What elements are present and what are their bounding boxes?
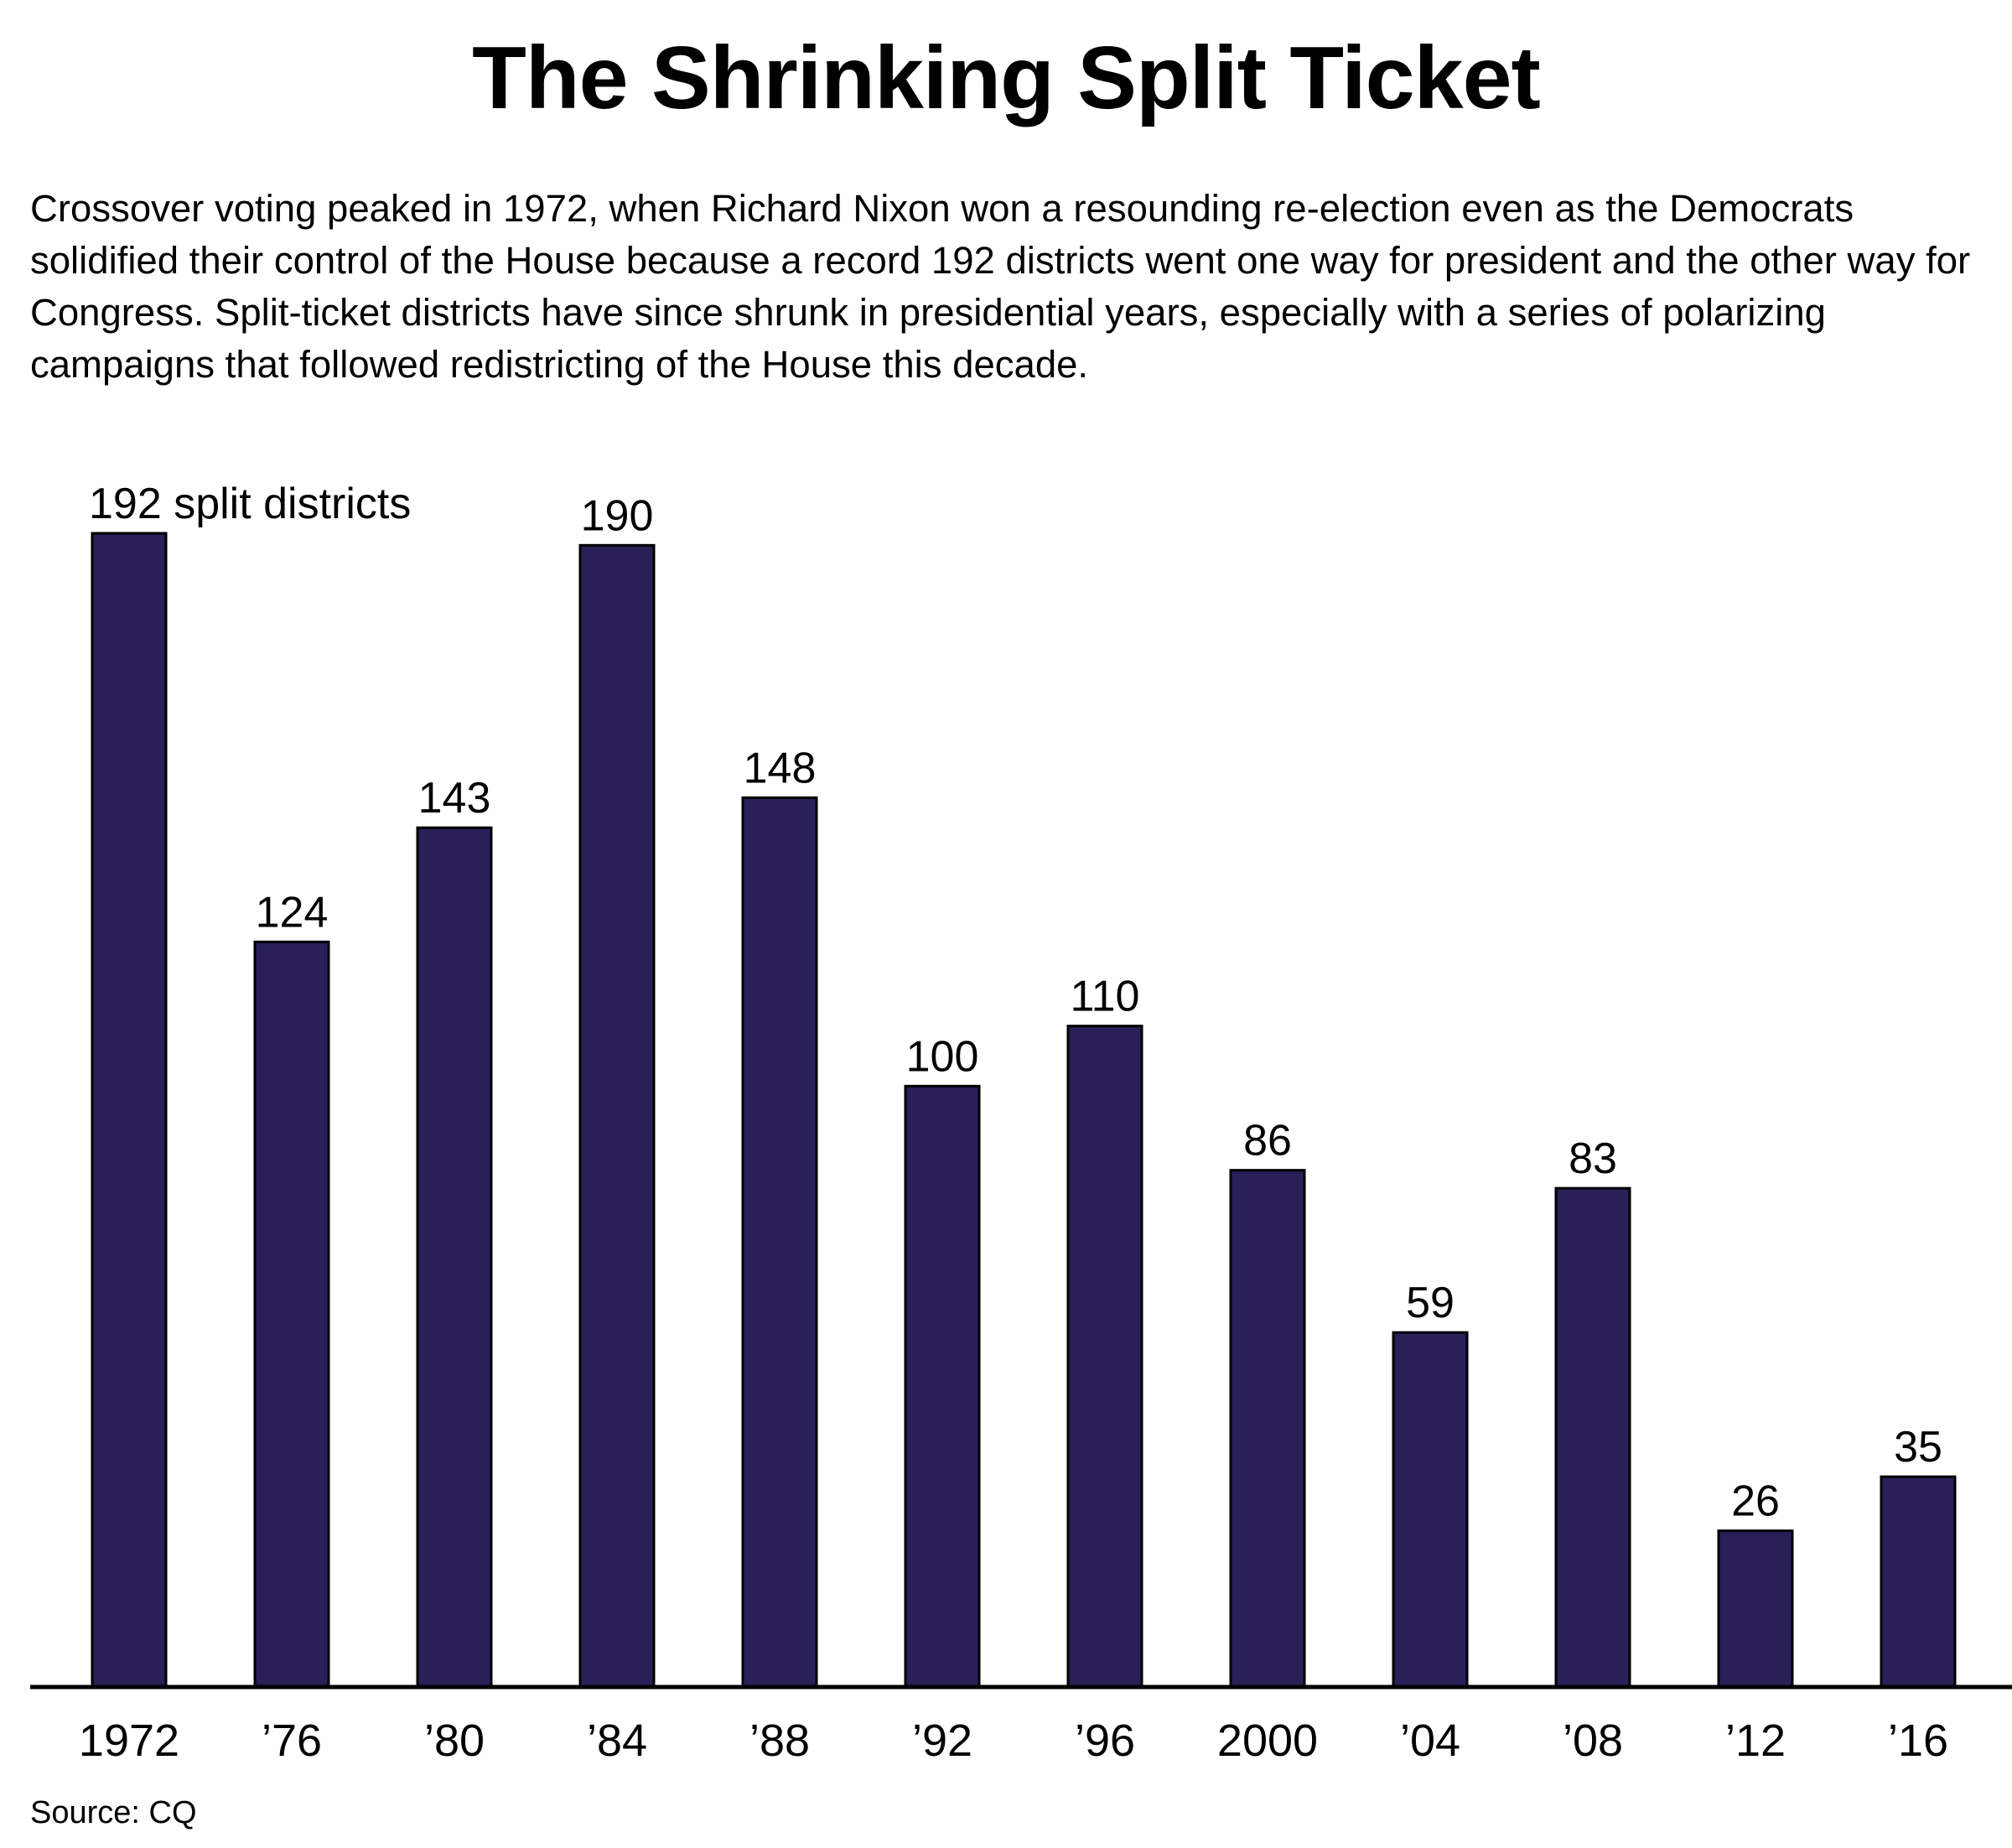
bar-7 (1229, 1169, 1306, 1689)
tick-label-11: ’16 (1888, 1716, 1948, 1766)
tick-label-4: ’88 (749, 1716, 810, 1766)
data-label-2: 143 (418, 774, 491, 823)
data-label-5: 100 (906, 1032, 979, 1081)
bars-group (91, 532, 1957, 1689)
bar-0 (91, 532, 168, 1689)
bar-4 (741, 796, 818, 1689)
bar-3 (578, 543, 656, 1689)
bar-6 (1066, 1025, 1143, 1689)
data-label-10: 26 (1731, 1477, 1780, 1526)
chart-subtitle: Crossover voting peaked in 1972, when Ri… (30, 187, 1971, 386)
bar-10 (1717, 1529, 1794, 1689)
tick-label-10: ’12 (1725, 1716, 1786, 1766)
bar-5 (904, 1084, 981, 1689)
bar-2 (416, 826, 493, 1689)
value-labels-group: 192 split districts 124 143 190 148 100 110 86 5… (89, 480, 1942, 1526)
data-label-6: 110 (1071, 973, 1140, 1021)
source-note: Source: CQ (30, 1795, 197, 1830)
data-label-11: 35 (1894, 1423, 1942, 1472)
data-label-3: 190 (581, 491, 654, 540)
tick-label-2: ’80 (424, 1716, 485, 1766)
data-label-0: 192 split districts (89, 480, 411, 528)
bar-9 (1554, 1186, 1631, 1689)
chart-title: The Shrinking Split Ticket (472, 29, 1541, 127)
data-label-4: 148 (744, 744, 817, 792)
tick-labels-group: 1972 ’76 ’80 ’84 ’88 ’92 ’96 2000 ’04 ’08 ’12 ’16 (79, 1716, 1948, 1766)
data-label-8: 59 (1406, 1279, 1455, 1327)
data-label-7: 86 (1243, 1117, 1292, 1165)
data-label-1: 124 (256, 888, 329, 937)
tick-label-9: ’08 (1563, 1716, 1623, 1766)
tick-label-0: 1972 (79, 1716, 179, 1766)
tick-label-8: ’04 (1400, 1716, 1460, 1766)
tick-label-5: ’92 (912, 1716, 972, 1766)
tick-label-3: ’84 (587, 1716, 647, 1766)
tick-label-6: ’96 (1075, 1716, 1135, 1766)
tick-label-1: ’76 (262, 1716, 322, 1766)
bar-1 (253, 940, 330, 1689)
data-label-9: 83 (1569, 1134, 1617, 1183)
tick-label-7: 2000 (1217, 1716, 1318, 1766)
bar-8 (1392, 1331, 1469, 1689)
bar-11 (1880, 1475, 1957, 1689)
